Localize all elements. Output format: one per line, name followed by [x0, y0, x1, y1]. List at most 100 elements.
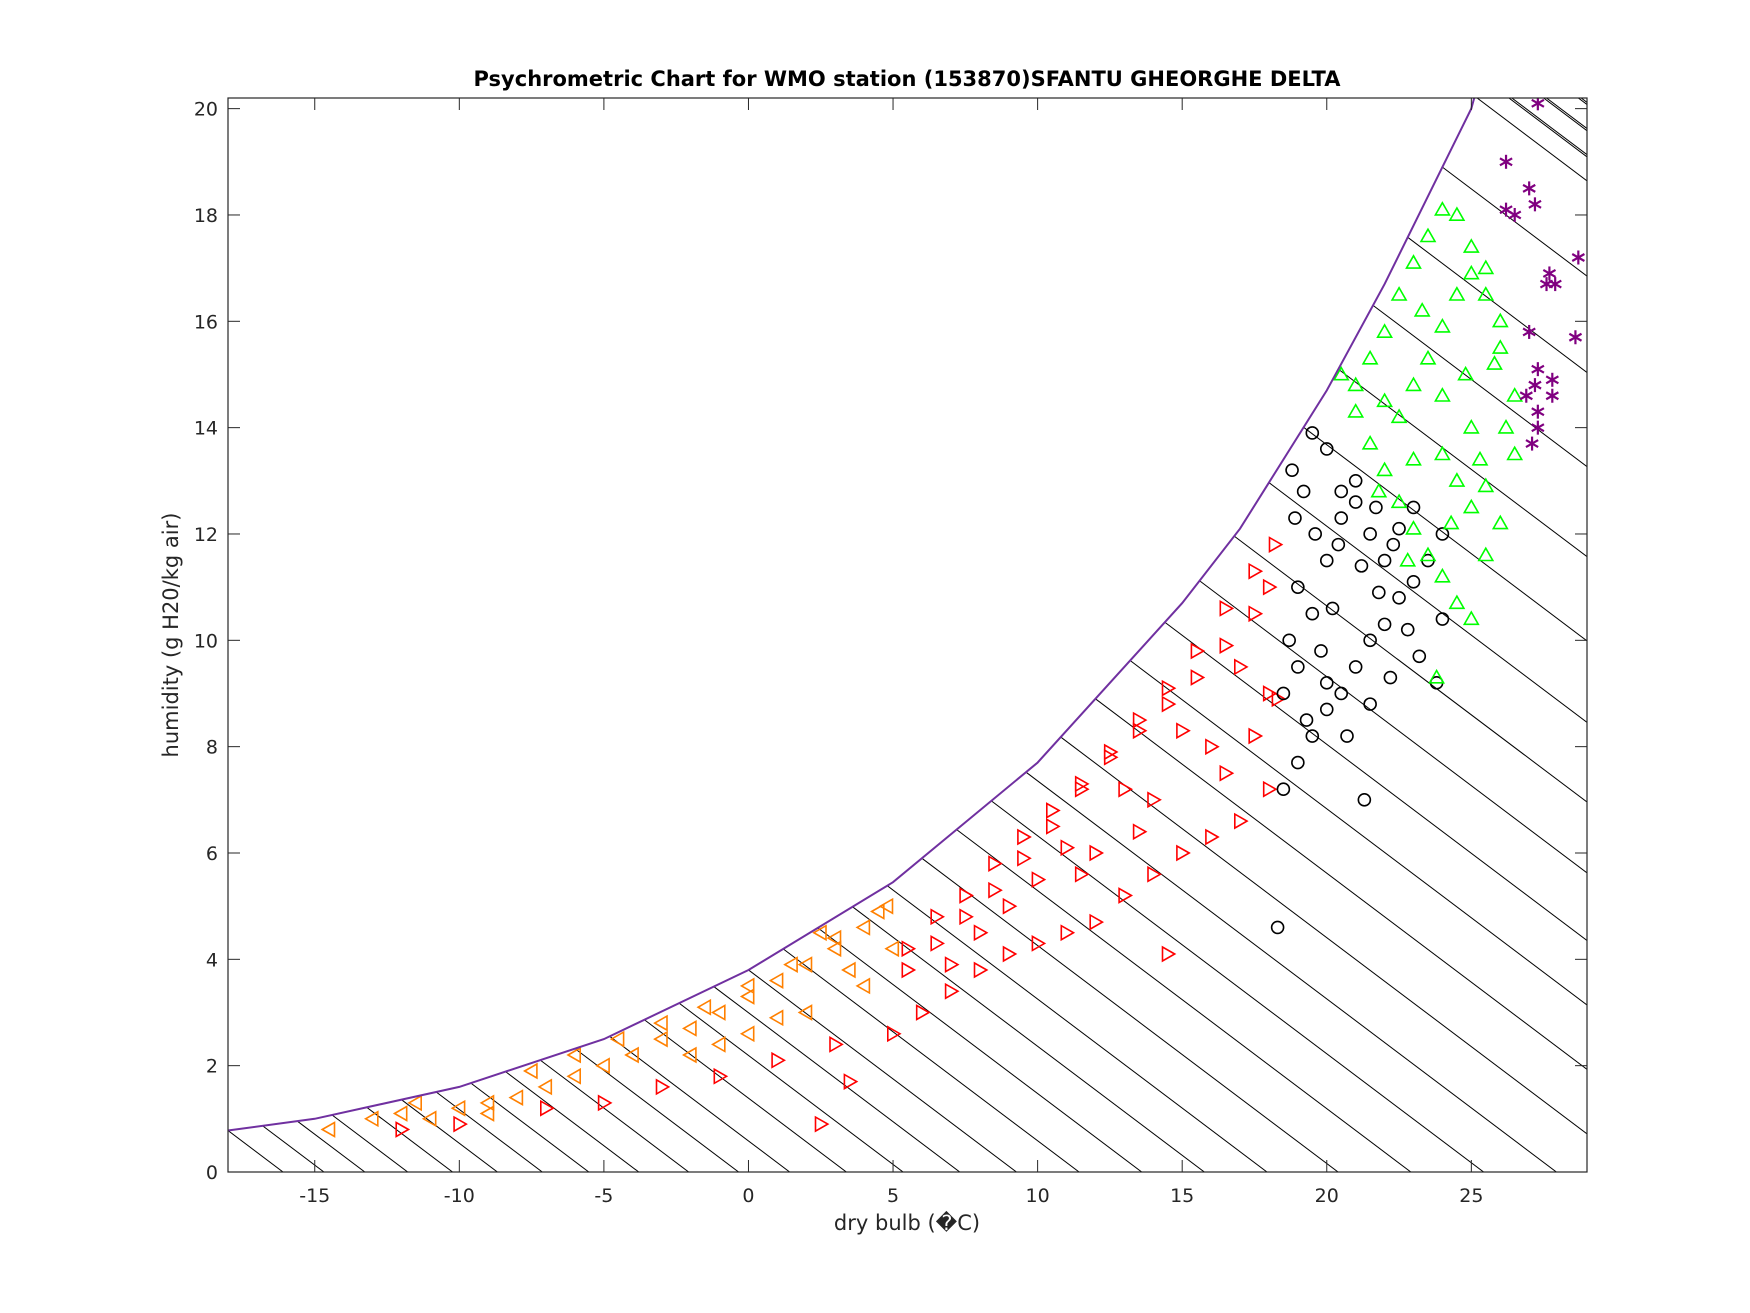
marker-asterisk	[1545, 372, 1559, 387]
marker-triangle-right	[1268, 536, 1284, 553]
marker-circle	[1406, 500, 1421, 515]
marker-triangle-right	[1161, 679, 1177, 697]
marker-asterisk	[1545, 388, 1559, 403]
marker-triangle-up	[1462, 610, 1480, 626]
marker-circle	[1291, 580, 1305, 594]
hatch-line	[1199, 580, 1587, 874]
asterisk-stroke	[1522, 327, 1536, 337]
saturation-curve	[227, 97, 1476, 1132]
y-tick-label: 10	[194, 630, 218, 652]
marker-asterisk	[1531, 404, 1545, 419]
marker-asterisk	[1531, 98, 1545, 111]
marker-asterisk	[1548, 277, 1562, 292]
marker-triangle-left	[421, 1110, 437, 1128]
marker-triangle-left	[566, 1046, 582, 1064]
wet-bulb-hatch-lines	[228, 98, 1750, 1172]
marker-triangle-up	[1419, 546, 1437, 562]
marker-triangle-up	[1497, 418, 1515, 434]
marker-triangle-left	[609, 1030, 625, 1048]
marker-triangle-right	[1060, 924, 1076, 942]
marker-asterisk	[1499, 202, 1513, 217]
marker-triangle-up	[1376, 323, 1393, 339]
marker-triangle-up	[1390, 493, 1408, 509]
marker-circle	[1348, 474, 1363, 488]
y-tick-label: 6	[206, 843, 218, 865]
marker-triangle-up	[1491, 514, 1509, 530]
marker-circle	[1305, 729, 1320, 743]
hatch-line	[644, 1019, 847, 1172]
marker-triangle-left	[855, 977, 871, 995]
asterisk-stroke	[1548, 279, 1562, 289]
marker-triangle-right	[1074, 780, 1090, 798]
marker-triangle-up	[1376, 392, 1393, 408]
marker-triangle-left	[320, 1121, 336, 1138]
marker-triangle-right	[1219, 600, 1235, 617]
marker-asterisk	[1528, 197, 1542, 212]
asterisk-stroke	[1528, 199, 1542, 209]
marker-triangle-right	[959, 887, 974, 904]
marker-asterisk	[1571, 250, 1585, 265]
marker-triangle-left	[595, 1057, 610, 1075]
marker-circle	[1276, 782, 1291, 796]
marker-triangle-right	[1248, 727, 1264, 745]
marker-triangle-right	[1089, 844, 1105, 862]
marker-circle	[1348, 660, 1363, 674]
x-axis: -15 -10 -5 0 5 10 15 20 25	[299, 98, 1483, 1207]
hatch-line	[435, 1091, 543, 1172]
marker-triangle-left	[739, 1025, 755, 1043]
marker-triangle-up	[1390, 408, 1408, 424]
marker-triangle-up	[1462, 418, 1480, 434]
marker-triangle-left	[812, 924, 827, 942]
marker-triangle-up	[1462, 264, 1480, 280]
marker-circle	[1400, 622, 1415, 637]
marker-triangle-left	[739, 977, 755, 995]
marker-triangle-left	[783, 956, 798, 973]
marker-triangle-up	[1506, 445, 1524, 461]
hatch-line	[678, 1002, 904, 1172]
marker-circle	[1325, 601, 1340, 616]
marker-triangle-right	[1147, 791, 1162, 809]
marker-triangle-up	[1370, 482, 1388, 498]
marker-circle	[1299, 713, 1314, 727]
marker-triangle-right	[930, 935, 946, 952]
marker-triangle-up	[1419, 349, 1437, 365]
marker-triangle-up	[1405, 520, 1422, 535]
hatch-line	[1338, 368, 1587, 558]
asterisk-stroke	[1525, 439, 1539, 449]
hatch-line	[886, 885, 1268, 1172]
plot-background	[228, 98, 1587, 1172]
marker-triangle-left	[407, 1094, 423, 1112]
marker-triangle-left	[826, 929, 842, 947]
marker-triangle-right	[1132, 711, 1148, 729]
marker-triangle-right	[771, 1051, 787, 1069]
hatch-line	[713, 986, 961, 1172]
marker-circle	[1406, 575, 1421, 589]
marker-circle	[1369, 500, 1383, 515]
hatch-line	[1613, 98, 1750, 1172]
marker-triangle-right	[1161, 695, 1177, 713]
marker-triangle-up	[1491, 312, 1509, 328]
y-tick-label: 4	[206, 949, 218, 971]
hatch-line	[331, 1114, 408, 1172]
asterisk-stroke	[1519, 391, 1533, 401]
marker-triangle-right	[1219, 637, 1235, 654]
marker-triangle-right	[843, 1073, 859, 1090]
marker-triangle-left	[508, 1089, 524, 1106]
marker-triangle-up	[1428, 668, 1445, 684]
hatch-line	[921, 857, 1339, 1172]
x-tick-label: 5	[887, 1185, 899, 1207]
marker-triangle-right	[1118, 887, 1134, 904]
chart-title: Psychrometric Chart for WMO station (153…	[474, 67, 1342, 91]
marker-triangle-right	[1234, 812, 1249, 830]
marker-triangle-right	[944, 956, 960, 973]
marker-triangle-up	[1347, 403, 1365, 418]
x-tick-label: -10	[444, 1185, 475, 1207]
plot-frame	[227, 97, 1588, 1173]
hatch-line	[1372, 304, 1587, 468]
marker-circle	[1334, 686, 1349, 701]
marker-asterisk	[1522, 181, 1536, 196]
hatch-line	[1025, 771, 1557, 1172]
marker-triangle-up	[1434, 567, 1451, 583]
marker-circle	[1435, 612, 1450, 626]
